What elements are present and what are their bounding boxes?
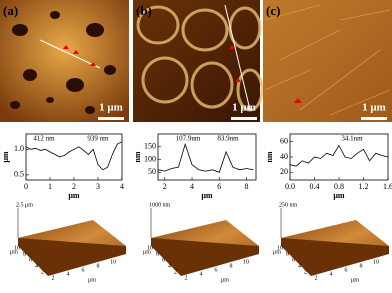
- x-tick-label: 1.2: [359, 182, 369, 191]
- surface-tick: 2: [304, 269, 307, 275]
- surface-edge: [18, 238, 126, 276]
- x-tick-label: 6: [217, 182, 221, 191]
- y-tick-label: 50: [148, 167, 156, 176]
- y-tick-label: 0.5: [14, 170, 24, 179]
- scale-bar-label: 1 μm: [99, 102, 123, 114]
- surface-axis-label: μm: [143, 249, 151, 255]
- surface-tick: 2: [185, 275, 188, 281]
- surface-tick: 8: [230, 263, 233, 269]
- surface-edge: [151, 238, 259, 276]
- surface-tick: 6: [345, 267, 348, 273]
- surface-tick: 2: [52, 275, 55, 281]
- x-tick-label: 2: [72, 182, 76, 191]
- x-axis-label: μm: [201, 191, 213, 200]
- surface-tick: 2: [315, 275, 318, 281]
- surface-tick: 8: [156, 251, 159, 257]
- surface-tick: 4: [35, 263, 38, 269]
- x-tick-label: 0: [24, 182, 28, 191]
- surface-tick: 10: [110, 259, 116, 265]
- annotation: 939 nm: [87, 135, 109, 143]
- surface-tick: 4: [168, 263, 171, 269]
- surface-tick: 6: [292, 257, 295, 263]
- surface-tick: 6: [82, 267, 85, 273]
- z-label: 1000 nm: [149, 202, 171, 208]
- x-tick-label: 8: [244, 182, 248, 191]
- afm-image: [263, 0, 392, 122]
- panel-label: (b): [136, 3, 152, 18]
- surface-tick: 10: [147, 245, 153, 251]
- y-axis-label: nm: [265, 151, 274, 162]
- y-tick-label: 60: [280, 136, 288, 145]
- surface-tick: 6: [162, 257, 165, 263]
- x-tick-label: 0.4: [310, 182, 320, 191]
- surface-axis-label: μm: [10, 249, 18, 255]
- y-axis-label: nm: [133, 151, 142, 162]
- panel-label: (a): [3, 3, 18, 18]
- profile-line: [289, 144, 389, 167]
- x-tick-label: 1.6: [383, 182, 392, 191]
- z-label: 250 nm: [279, 202, 298, 208]
- panel-label: (c): [266, 3, 280, 18]
- surface-tick: 8: [360, 263, 363, 269]
- surface-tick: 2: [41, 269, 44, 275]
- x-axis-label: μm: [68, 191, 80, 200]
- surface-axis-label: μm: [88, 277, 96, 283]
- surface-tick: 10: [14, 245, 20, 251]
- z-label: 2.5 μm: [16, 202, 33, 208]
- annotation: 83.9nm: [217, 135, 239, 143]
- surface-tick: 10: [243, 259, 249, 265]
- x-tick-label: 0.0: [285, 182, 295, 191]
- surface-tick: 4: [298, 263, 301, 269]
- pores: [10, 11, 116, 114]
- surface-tick: 6: [29, 257, 32, 263]
- x-tick-label: 2: [163, 182, 167, 191]
- y-axis-label: μm: [1, 151, 10, 163]
- x-tick-label: 1: [48, 182, 52, 191]
- surface-tick: 10: [277, 245, 283, 251]
- y-tick-label: 100: [144, 154, 156, 163]
- surface-tick: 4: [67, 271, 70, 277]
- profile-line: [157, 142, 254, 173]
- x-tick-label: 3: [96, 182, 100, 191]
- surface-tick: 8: [97, 263, 100, 269]
- surface-axis-label: μm: [221, 277, 229, 283]
- surface-tick: 4: [330, 271, 333, 277]
- scale-bar: [231, 117, 257, 120]
- profile-line: [25, 141, 123, 171]
- y-tick-label: 150: [144, 142, 156, 151]
- scale-bar-label: 1 μm: [232, 102, 256, 114]
- plot-frame: [157, 133, 257, 181]
- surface-tick: 8: [23, 251, 26, 257]
- annotation: 34.1nm: [341, 135, 363, 143]
- x-tick-label: 4: [120, 182, 124, 191]
- surface-tick: 10: [373, 259, 379, 265]
- scale-bar: [98, 117, 124, 120]
- surface-edge: [281, 238, 389, 276]
- plot-frame: [289, 133, 389, 181]
- annotation: 412 nm: [33, 135, 55, 143]
- surface-tick: 6: [215, 267, 218, 273]
- markers: [63, 45, 302, 103]
- x-axis-label: μm: [333, 191, 345, 200]
- y-tick-label: 40: [280, 152, 288, 161]
- fibers: [264, 4, 391, 116]
- y-tick-label: 1.0: [14, 144, 24, 153]
- scale-bar: [361, 117, 387, 120]
- surface-axis-label: μm: [351, 277, 359, 283]
- scale-bar-label: 1 μm: [362, 102, 386, 114]
- x-tick-label: 4: [190, 182, 194, 191]
- afm-images: [0, 0, 392, 122]
- y-tick-label: 20: [280, 167, 288, 176]
- surface-tick: 4: [200, 271, 203, 277]
- afm-image: [0, 0, 129, 122]
- surface-tick: 2: [174, 269, 177, 275]
- annotation: 107.9nm: [176, 135, 201, 143]
- surface-tick: 8: [286, 251, 289, 257]
- surface-axis-label: μm: [273, 249, 281, 255]
- x-tick-label: 0.8: [334, 182, 344, 191]
